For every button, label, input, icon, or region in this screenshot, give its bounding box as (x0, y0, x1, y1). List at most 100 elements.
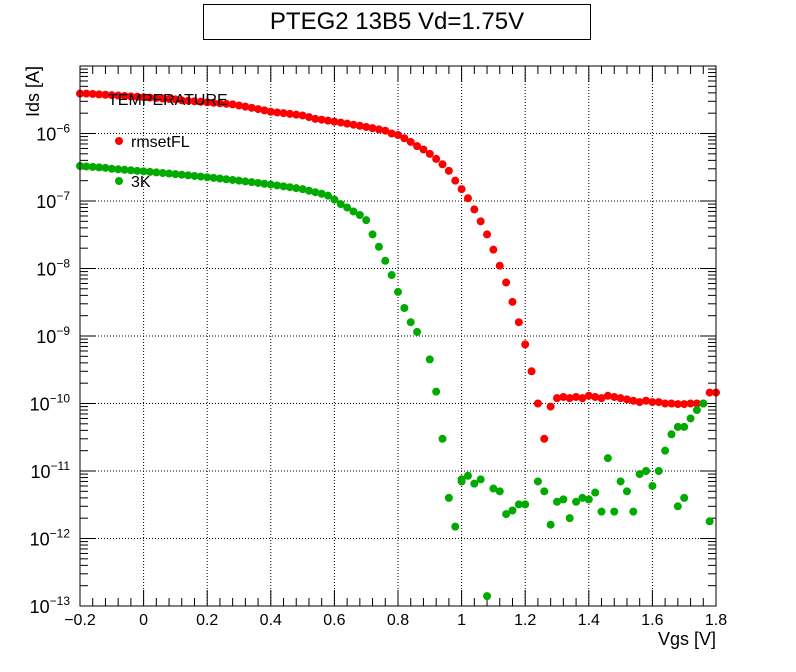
data-point-rmsetfl (463, 194, 472, 203)
data-point-rmsetfl (101, 90, 110, 99)
legend-header: TEMPERATURE (108, 92, 228, 109)
data-point-3k (483, 592, 492, 601)
data-point-3k (400, 303, 409, 312)
data-point-rmsetfl (540, 434, 549, 443)
data-point-rmsetfl (336, 118, 345, 127)
data-point-3k (330, 195, 339, 204)
data-point-rmsetfl (317, 115, 326, 124)
data-point-3k (107, 164, 116, 173)
data-point-3k (680, 493, 689, 502)
legend-marker-3k (115, 177, 123, 185)
x-tick-label: 0 (139, 612, 148, 629)
data-point-rmsetfl (266, 107, 275, 116)
data-point-rmsetfl (82, 89, 91, 98)
data-point-3k (145, 167, 154, 176)
data-point-rmsetfl (235, 101, 243, 110)
data-point-3k (514, 500, 523, 509)
data-point-rmsetfl (629, 396, 638, 405)
data-point-3k (508, 506, 517, 515)
data-point-3k (495, 487, 504, 496)
data-point-rmsetfl (114, 91, 123, 100)
data-point-3k (317, 189, 326, 198)
data-point-3k (667, 430, 676, 439)
data-point-3k (158, 168, 167, 177)
data-point-rmsetfl (635, 398, 644, 407)
data-point-3k (184, 171, 193, 180)
data-point-rmsetfl (616, 394, 625, 403)
data-point-3k (661, 446, 670, 455)
data-point-rmsetfl (285, 109, 294, 118)
data-point-3k (559, 495, 568, 504)
data-point-rmsetfl (95, 90, 104, 99)
data-point-3k (387, 271, 396, 280)
data-point-3k (610, 507, 619, 516)
data-point-rmsetfl (184, 96, 193, 105)
data-point-rmsetfl (597, 394, 606, 403)
data-point-3k (540, 487, 549, 496)
data-point-3k (285, 183, 294, 192)
data-point-3k (470, 479, 479, 488)
data-point-3k (533, 477, 542, 486)
data-point-rmsetfl (228, 100, 237, 109)
data-point-3k (642, 467, 651, 475)
data-point-3k (680, 422, 689, 431)
data-point-3k (463, 471, 472, 480)
x-tick-label: 1.2 (514, 612, 536, 629)
data-point-3k (235, 176, 243, 185)
data-point-3k (502, 510, 511, 519)
data-point-rmsetfl (190, 97, 199, 106)
data-point-rmsetfl (165, 94, 174, 103)
data-point-3k (355, 211, 364, 220)
data-point-3k (705, 517, 714, 526)
data-point-3k (648, 481, 657, 490)
data-point-rmsetfl (152, 94, 161, 103)
data-point-rmsetfl (419, 145, 428, 154)
data-point-3k (241, 177, 250, 186)
data-point-rmsetfl (292, 110, 301, 119)
data-point-rmsetfl (451, 176, 460, 185)
data-point-3k (82, 162, 91, 171)
data-point-rmsetfl (521, 340, 530, 349)
data-point-rmsetfl (686, 399, 695, 408)
data-point-rmsetfl (120, 91, 129, 100)
data-point-rmsetfl (546, 402, 555, 411)
data-point-3k (165, 169, 174, 178)
y-tick-label: 10−12 (30, 527, 71, 550)
data-point-3k (591, 488, 600, 497)
data-point-rmsetfl (209, 98, 218, 107)
data-point-rmsetfl (610, 392, 619, 401)
data-point-rmsetfl (139, 93, 148, 102)
y-tick-label: 10−6 (36, 122, 70, 145)
data-point-rmsetfl (343, 119, 352, 128)
data-point-3k (578, 493, 587, 502)
data-point-3k (635, 470, 644, 479)
data-point-3k (457, 475, 466, 484)
data-point-rmsetfl (642, 396, 651, 405)
chart-title-box: PTEG2 13B5 Vd=1.75V (203, 4, 591, 40)
data-point-3k (196, 172, 205, 181)
data-point-3k (699, 399, 708, 408)
data-point-3k (546, 520, 555, 529)
x-tick-label: 0.6 (323, 612, 345, 629)
data-point-rmsetfl (88, 89, 97, 98)
data-point-rmsetfl (470, 205, 479, 214)
data-point-rmsetfl (654, 398, 663, 407)
data-point-3k (432, 387, 441, 396)
data-point-rmsetfl (572, 392, 581, 401)
data-point-rmsetfl (489, 245, 498, 254)
data-point-3k (152, 168, 161, 177)
data-point-3k (425, 355, 434, 364)
data-point-3k (260, 179, 269, 188)
data-point-rmsetfl (584, 391, 593, 400)
data-point-3k (565, 514, 574, 523)
data-point-3k (381, 256, 390, 265)
x-axis-label: Vgs [V] (658, 629, 716, 649)
data-point-3k (673, 422, 682, 431)
data-point-rmsetfl (273, 108, 282, 117)
data-point-rmsetfl (145, 93, 154, 102)
x-tick-label: 0.8 (387, 612, 409, 629)
data-point-3k (324, 191, 333, 200)
data-point-3k (362, 216, 371, 225)
data-point-rmsetfl (438, 160, 447, 169)
data-point-rmsetfl (444, 166, 453, 175)
